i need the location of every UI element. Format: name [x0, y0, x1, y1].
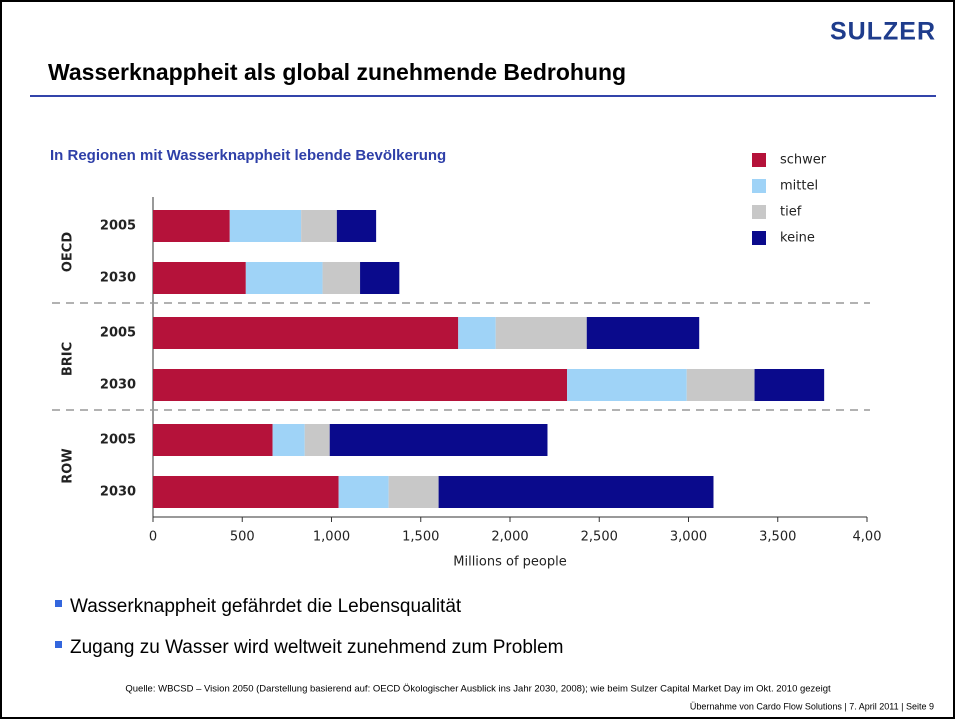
bar-segment: [245, 262, 323, 294]
legend-swatch: [752, 205, 766, 219]
x-tick-label: 3,500: [759, 530, 796, 545]
chart: 0 500 1,000 1,500 2,000 2,500 3,000 3,500 4,00 Mi…: [52, 153, 881, 570]
bar-segment: [329, 424, 548, 456]
bar-segment: [229, 210, 302, 242]
bullet-icon: [55, 600, 62, 607]
legend-label: mittel: [780, 179, 818, 194]
chart-title: In Regionen mit Wasserknappheit lebende …: [50, 147, 446, 164]
group-label: BRIC: [61, 342, 76, 376]
bar-segment: [438, 476, 714, 508]
x-tick-label: 3,000: [670, 530, 707, 545]
legend-swatch: [752, 179, 766, 193]
x-tick-label: 1,000: [313, 530, 350, 545]
x-tick-label: 500: [230, 530, 255, 545]
bar-segment: [153, 262, 246, 294]
x-tick-label: 4,00: [853, 530, 882, 545]
y-tick-label: 2005: [100, 219, 136, 234]
bar-segment: [754, 369, 825, 401]
legend-label: tief: [780, 205, 802, 220]
y-tick-label: 2030: [100, 271, 136, 286]
bar-segment: [153, 210, 230, 242]
footer-info: Übernahme von Cardo Flow Solutions | 7. …: [690, 701, 934, 711]
x-tick-label: 0: [149, 530, 157, 545]
bar-segment: [495, 317, 587, 349]
bar-segment: [153, 476, 339, 508]
bar-segment: [686, 369, 755, 401]
bar-segment: [153, 424, 273, 456]
bar-segment: [458, 317, 496, 349]
source-note: Quelle: WBCSD – Vision 2050 (Darstellung…: [125, 684, 831, 695]
bullet-icon: [55, 641, 62, 648]
x-axis-label: Millions of people: [453, 555, 567, 570]
bar-segment: [301, 210, 337, 242]
bullet: Wasserknappheit gefährdet die Lebensqual…: [70, 596, 462, 617]
bar-segment: [272, 424, 305, 456]
group-label: ROW: [61, 448, 76, 483]
slide-title: Wasserknappheit als global zunehmende Be…: [48, 59, 626, 85]
bar-segment: [322, 262, 361, 294]
legend-label: schwer: [780, 153, 827, 168]
logo: SULZER: [830, 18, 936, 46]
legend-label: keine: [780, 231, 815, 246]
bar-segment: [360, 262, 400, 294]
y-tick-label: 2030: [100, 485, 136, 500]
x-tick-label: 2,000: [491, 530, 528, 545]
group-label: OECD: [61, 232, 76, 272]
bar-segment: [304, 424, 330, 456]
y-tick-label: 2005: [100, 433, 136, 448]
bar-segment: [586, 317, 700, 349]
bar-segment: [153, 369, 568, 401]
y-tick-label: 2005: [100, 326, 136, 341]
bullet: Zugang zu Wasser wird weltweit zunehmend…: [70, 637, 564, 658]
x-tick-label: 2,500: [581, 530, 618, 545]
x-tick-label: 1,500: [402, 530, 439, 545]
legend-swatch: [752, 153, 766, 167]
bar-segment: [388, 476, 439, 508]
bar-segment: [338, 476, 389, 508]
legend-swatch: [752, 231, 766, 245]
bar-segment: [153, 317, 459, 349]
bar-segment: [567, 369, 687, 401]
bar-segment: [336, 210, 377, 242]
y-tick-label: 2030: [100, 378, 136, 393]
